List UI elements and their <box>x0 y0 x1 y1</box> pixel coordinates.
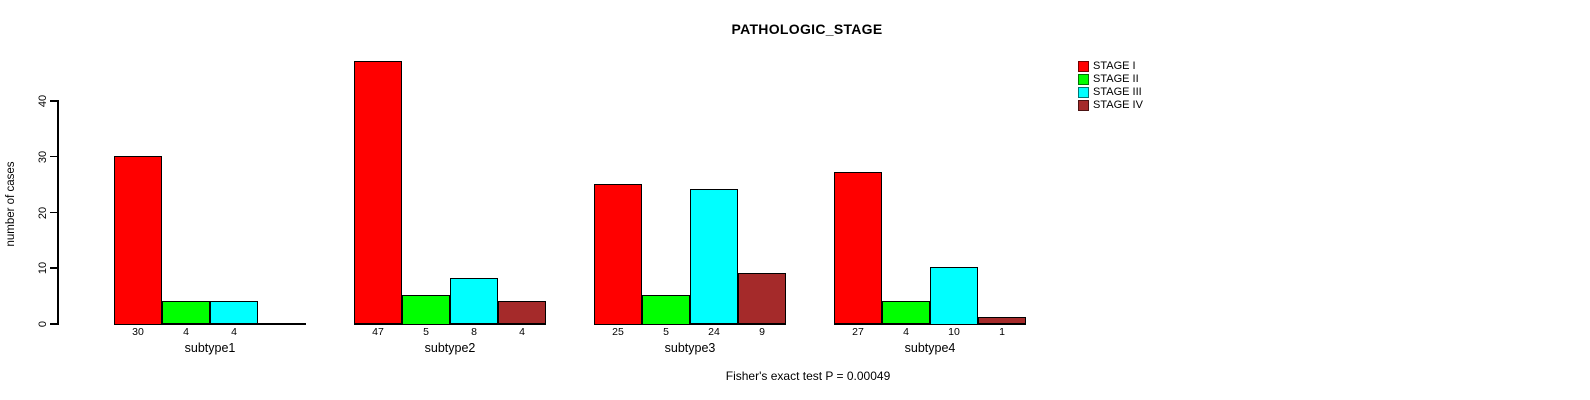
y-tick-label: 20 <box>37 206 49 219</box>
bar-stage-iii <box>690 189 738 325</box>
legend: STAGE I STAGE II STAGE III STAGE IV <box>1078 60 1143 112</box>
bar-value-label: 10 <box>948 326 960 338</box>
bar-stage-iv <box>738 272 786 325</box>
category-label-subtype2: subtype2 <box>424 341 476 355</box>
bar-stage-iv <box>498 300 546 325</box>
y-tick-label: 10 <box>37 262 49 275</box>
bar-stage-iv <box>978 317 1026 325</box>
legend-swatch-icon <box>1078 74 1089 85</box>
legend-swatch-icon <box>1078 61 1089 72</box>
legend-item-stage-iii: STAGE III <box>1078 86 1143 99</box>
bar-value-label: 4 <box>183 326 189 338</box>
category-label-subtype1: subtype1 <box>184 341 236 355</box>
y-axis-line <box>57 100 59 325</box>
bar-stage-i <box>594 183 642 325</box>
legend-swatch-icon <box>1078 100 1089 111</box>
bar-value-label: 4 <box>903 326 909 338</box>
legend-item-stage-i: STAGE I <box>1078 60 1143 73</box>
bar-value-label: 4 <box>519 326 525 338</box>
bar-value-label: 25 <box>612 326 624 338</box>
legend-label: STAGE I <box>1093 60 1136 72</box>
bar-value-label: 1 <box>999 326 1005 338</box>
bar-stage-ii <box>642 295 690 325</box>
y-axis-label: number of cases <box>5 161 17 247</box>
bar-stage-ii <box>402 295 450 325</box>
bar-stage-i <box>354 60 402 325</box>
legend-label: STAGE III <box>1093 86 1142 98</box>
legend-item-stage-ii: STAGE II <box>1078 73 1143 86</box>
bar-stage-iii <box>210 300 258 325</box>
bar-value-label: 5 <box>663 326 669 338</box>
bar-stage-ii <box>882 300 930 325</box>
bar-value-label: 24 <box>708 326 720 338</box>
bar-stage-iii <box>450 278 498 325</box>
bar-value-label: 5 <box>423 326 429 338</box>
y-axis-tick <box>50 267 57 269</box>
category-label-subtype4: subtype4 <box>904 341 956 355</box>
bar-stage-i <box>834 172 882 325</box>
bar-value-label: 9 <box>759 326 765 338</box>
y-tick-label: 0 <box>37 320 49 328</box>
fisher-test-annotation: Fisher's exact test P = 0.00049 <box>725 369 891 383</box>
bar-value-label: 4 <box>231 326 237 338</box>
y-axis-tick <box>50 323 57 325</box>
legend-item-stage-iv: STAGE IV <box>1078 99 1143 112</box>
y-axis-tick <box>50 211 57 213</box>
bar-stage-ii <box>162 300 210 325</box>
chart-title: PATHOLOGIC_STAGE <box>731 21 883 37</box>
y-tick-label: 40 <box>37 94 49 108</box>
bar-stage-i <box>114 155 162 325</box>
y-axis-tick <box>50 155 57 158</box>
bar-value-label: 27 <box>852 326 864 338</box>
legend-label: STAGE II <box>1093 73 1139 85</box>
bar-value-label: 8 <box>471 326 477 338</box>
bar-value-label: 47 <box>372 326 384 338</box>
legend-label: STAGE IV <box>1093 99 1143 111</box>
legend-swatch-icon <box>1078 87 1089 98</box>
y-axis-tick <box>50 100 57 102</box>
category-label-subtype3: subtype3 <box>664 341 716 355</box>
y-tick-label: 30 <box>37 150 49 163</box>
bar-stage-iii <box>930 267 978 325</box>
bar-value-label: 30 <box>132 326 144 338</box>
